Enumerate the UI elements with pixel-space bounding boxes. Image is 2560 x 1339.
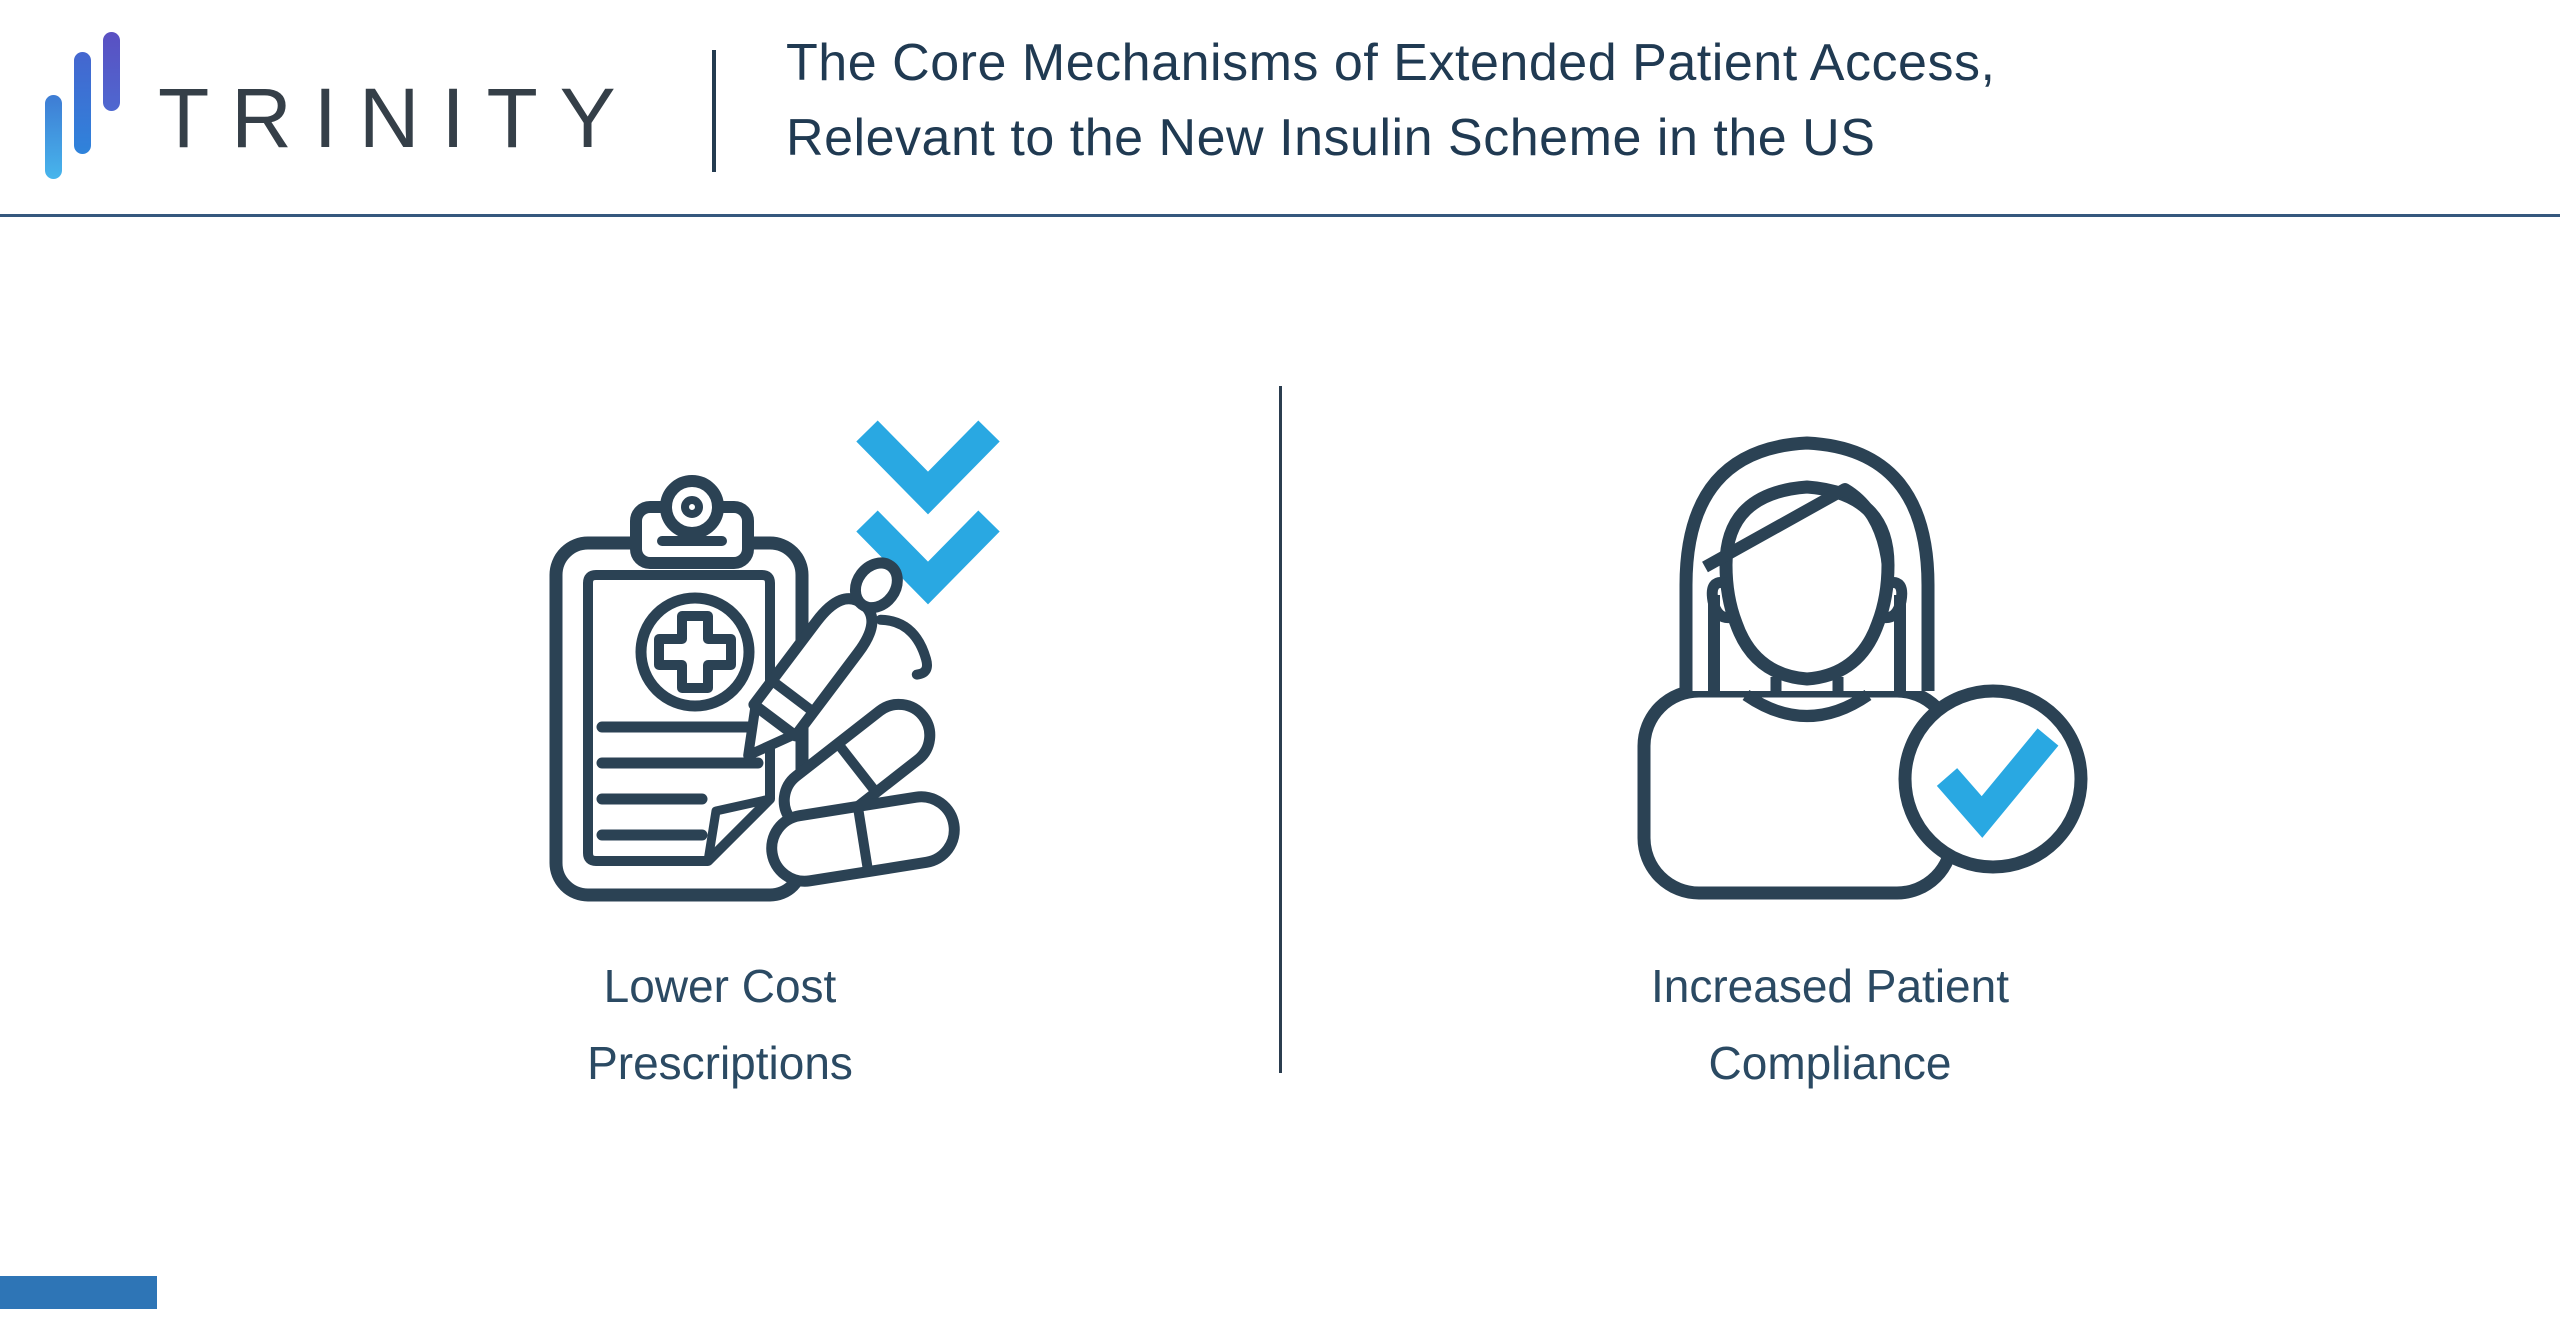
logo-bar-icon bbox=[45, 95, 62, 179]
footer-accent-bar bbox=[0, 1276, 157, 1309]
pen-icon bbox=[743, 557, 932, 761]
page-title-line2: Relevant to the New Insulin Scheme in th… bbox=[786, 109, 1876, 168]
logo-bar-icon bbox=[74, 52, 91, 154]
patient-check-icon bbox=[1637, 436, 2088, 900]
page-title: The Core Mechanisms of Extended Patient … bbox=[786, 26, 1995, 177]
check-icon bbox=[1936, 728, 2059, 838]
card-label-lower-cost: Lower Cost Prescriptions bbox=[320, 948, 1120, 1103]
header: TRINITY The Core Mechanisms of Extended … bbox=[0, 0, 2560, 217]
logo-bar-icon bbox=[103, 32, 120, 111]
card-label-compliance: Increased Patient Compliance bbox=[1430, 948, 2230, 1103]
prescription-clipboard-icon bbox=[549, 420, 1000, 902]
chevron-down-icon bbox=[856, 420, 1000, 515]
card-label-line1: Increased Patient bbox=[1650, 960, 2009, 1012]
card-label-line2: Prescriptions bbox=[587, 1037, 853, 1090]
chevron-down-icon bbox=[856, 510, 1000, 605]
card-label-line1: Lower Cost bbox=[603, 960, 837, 1012]
section-divider bbox=[1279, 386, 1282, 1073]
page-title-line1: The Core Mechanisms of Extended Patient … bbox=[786, 34, 1996, 92]
card-label-line2: Compliance bbox=[1708, 1037, 1952, 1090]
pill-icon bbox=[766, 791, 960, 887]
header-divider bbox=[712, 50, 716, 172]
brand-wordmark: TRINITY bbox=[158, 71, 638, 165]
